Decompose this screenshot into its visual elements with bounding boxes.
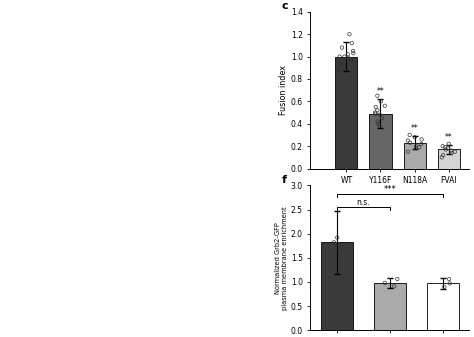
Point bbox=[347, 57, 355, 63]
Text: **: ** bbox=[411, 124, 419, 133]
Point bbox=[412, 146, 420, 151]
Point bbox=[348, 40, 356, 46]
Text: f: f bbox=[282, 175, 287, 185]
Point bbox=[404, 138, 411, 143]
Point bbox=[341, 54, 348, 59]
Point bbox=[446, 281, 454, 286]
Point bbox=[337, 63, 345, 68]
Point bbox=[440, 284, 448, 289]
Bar bbox=[374, 283, 406, 330]
Text: n.s.: n.s. bbox=[356, 197, 370, 207]
Point bbox=[350, 51, 357, 56]
Point bbox=[338, 45, 346, 50]
Point bbox=[406, 140, 414, 146]
Point bbox=[444, 146, 452, 151]
Point bbox=[378, 116, 386, 121]
Point bbox=[448, 150, 456, 156]
Point bbox=[438, 155, 446, 160]
Point bbox=[335, 67, 343, 73]
Text: p14: p14 bbox=[314, 185, 329, 194]
Point bbox=[334, 244, 341, 250]
Point bbox=[349, 48, 357, 54]
Point bbox=[330, 240, 338, 245]
Bar bbox=[335, 57, 357, 168]
Point bbox=[346, 56, 354, 61]
Point bbox=[372, 104, 380, 110]
Point bbox=[412, 144, 420, 149]
Point bbox=[336, 54, 344, 59]
Point bbox=[374, 108, 381, 113]
Point bbox=[372, 111, 380, 116]
Point bbox=[411, 134, 419, 140]
Text: c: c bbox=[282, 1, 289, 11]
Bar bbox=[321, 242, 353, 330]
Bar bbox=[438, 150, 460, 168]
Bar bbox=[369, 114, 392, 168]
Point bbox=[445, 141, 453, 147]
Y-axis label: Fusion index: Fusion index bbox=[279, 65, 288, 115]
Point bbox=[391, 284, 398, 289]
Point bbox=[346, 31, 353, 37]
Point bbox=[404, 149, 412, 154]
Text: **: ** bbox=[377, 87, 384, 96]
Point bbox=[442, 147, 450, 152]
Point bbox=[376, 112, 383, 118]
Point bbox=[445, 276, 453, 282]
Point bbox=[439, 144, 447, 149]
Point bbox=[344, 52, 352, 57]
Point bbox=[418, 141, 425, 147]
Point bbox=[376, 123, 383, 129]
Point bbox=[377, 99, 384, 104]
Point bbox=[451, 149, 459, 154]
Point bbox=[374, 93, 381, 98]
Point bbox=[416, 145, 423, 150]
Point bbox=[393, 276, 401, 282]
Point bbox=[381, 103, 389, 109]
Point bbox=[344, 55, 352, 60]
Text: ***: *** bbox=[383, 185, 396, 193]
Point bbox=[374, 121, 382, 126]
Point bbox=[418, 137, 425, 142]
Text: **: ** bbox=[445, 133, 453, 142]
Point bbox=[406, 132, 413, 137]
Point bbox=[447, 148, 455, 153]
Point bbox=[439, 152, 447, 158]
Bar bbox=[427, 283, 459, 330]
Point bbox=[374, 119, 381, 124]
Y-axis label: Normalized Grb2-GFP
plasma membrane enrichment: Normalized Grb2-GFP plasma membrane enri… bbox=[275, 206, 288, 310]
Point bbox=[381, 280, 389, 286]
Point bbox=[441, 145, 449, 150]
Point bbox=[334, 235, 341, 240]
Point bbox=[371, 110, 379, 115]
Point bbox=[337, 59, 345, 65]
Bar bbox=[403, 143, 426, 168]
